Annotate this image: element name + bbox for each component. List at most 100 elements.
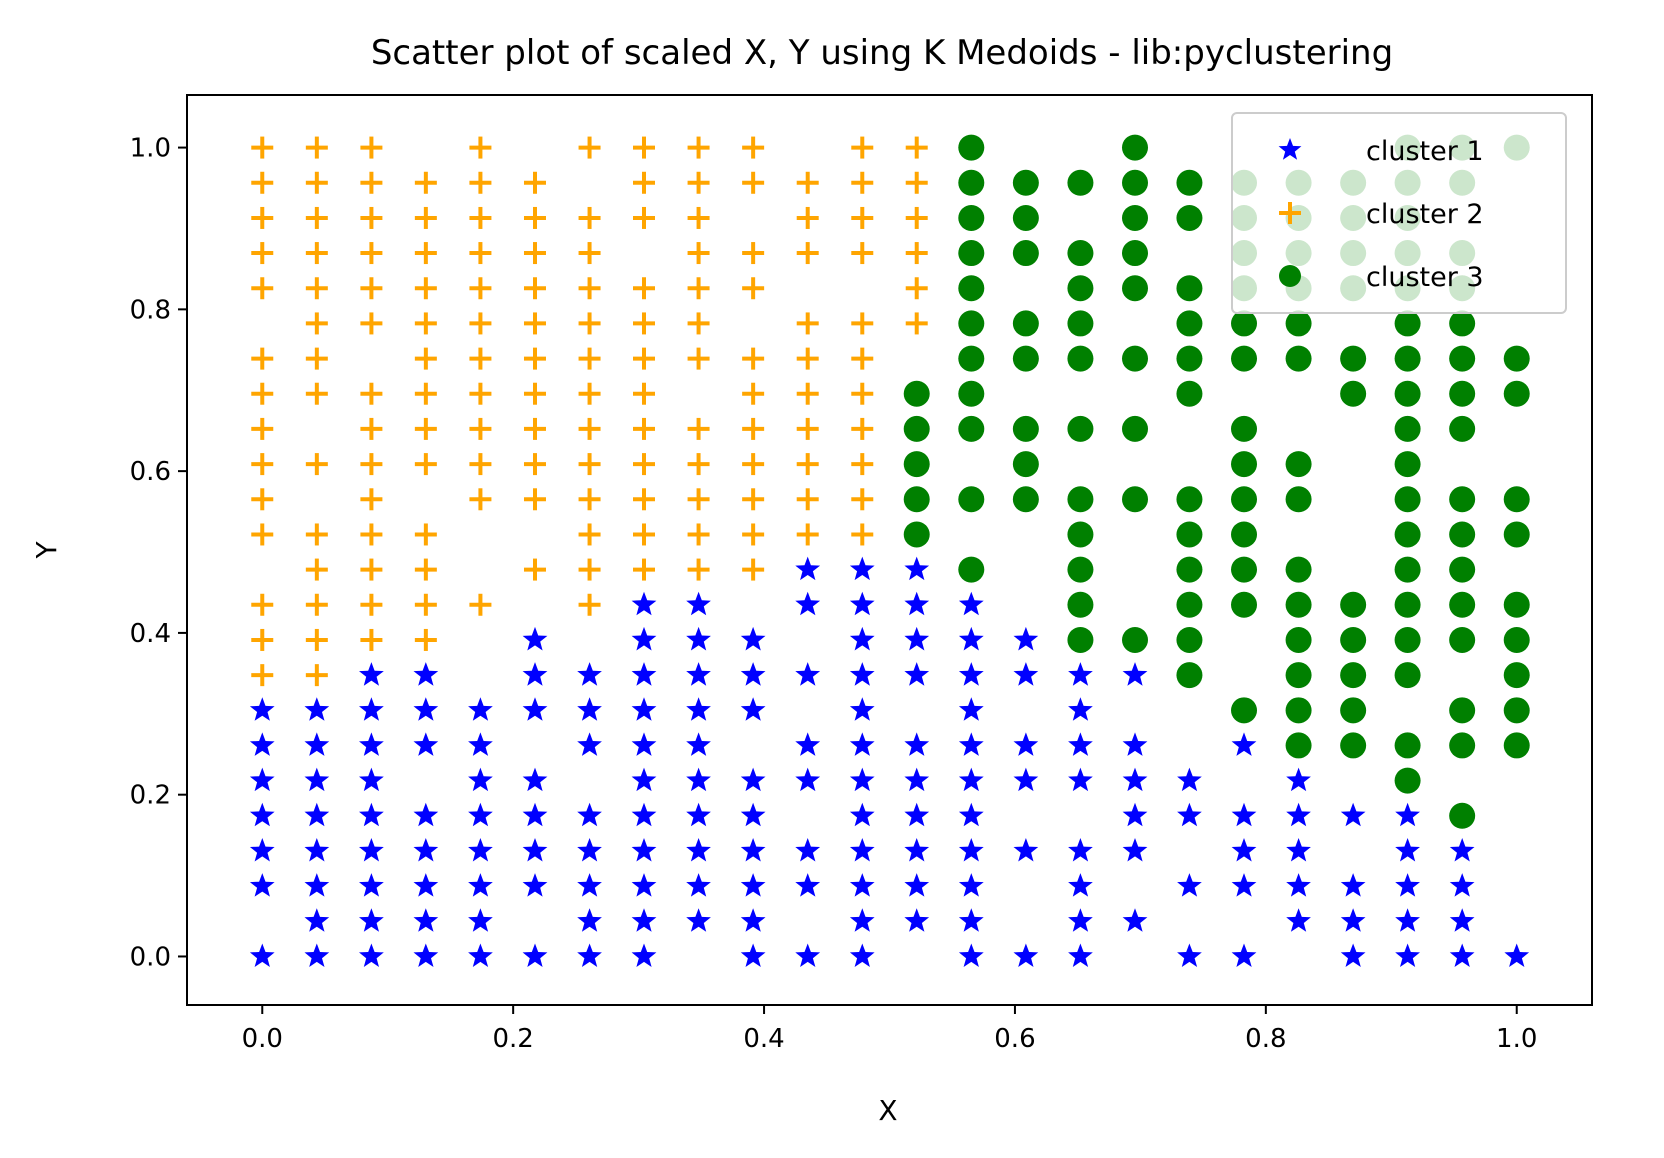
cluster-1-point [1122,662,1148,686]
cluster-2-point [578,277,601,300]
cluster-3-point [1503,380,1530,407]
cluster-1-point [577,838,602,862]
cluster-3-point [1394,451,1421,478]
cluster-3-point [1340,380,1367,407]
cluster-1-point [522,767,548,792]
cluster-1-point [1013,732,1039,756]
cluster-3-point [1449,310,1476,337]
cluster-3-point [1503,662,1530,689]
cluster-1-point [1177,802,1202,827]
cluster-2-point [523,277,546,300]
cluster-2-point [523,347,546,370]
cluster-3-point [1121,134,1148,161]
cluster-2-point [633,488,656,511]
cluster-2-point [796,312,819,335]
cluster-2-point [469,347,492,370]
cluster-2-point [905,206,928,229]
cluster-3-point [903,451,930,478]
cluster-3-point [1231,451,1258,478]
cluster-1-point [1068,908,1093,932]
cluster-2-point [633,206,656,229]
cluster-1-point [958,802,984,827]
cluster-1-point [1177,767,1202,792]
cluster-2-point [414,593,437,616]
cluster-3-point [1176,169,1203,196]
cluster-2-point [414,453,437,476]
cluster-3-point [1449,697,1476,724]
cluster-2-point [251,453,274,476]
cluster-1-point [1340,873,1366,897]
cluster-1-point [904,591,930,616]
cluster-1-point [1122,802,1148,827]
cluster-1-point [631,767,657,792]
cluster-1-point [249,838,275,862]
cluster-1-point [304,908,330,932]
cluster-1-point [849,662,875,686]
y-tick-label: 0.0 [130,942,171,972]
cluster-1-point [849,943,875,967]
cluster-1-point [413,662,439,686]
cluster-2-point [360,242,383,265]
cluster-2-point [578,488,601,511]
cluster-3-point [1121,415,1148,442]
cluster-1-point [1340,943,1366,967]
cluster-1-point [359,732,384,756]
cluster-2-point [796,523,819,546]
cluster-1-point [1068,838,1093,862]
cluster-2-point [742,417,765,440]
cluster-1-point [522,626,548,651]
cluster-2-point [905,171,928,194]
cluster-2-point [905,312,928,335]
cluster-2-point [523,242,546,265]
cluster-1-point [468,732,493,756]
cluster-1-point [795,732,821,756]
cluster-1-point [904,732,930,756]
cluster-3-point [1176,556,1203,583]
cluster-1-point [795,838,821,862]
cluster-2-point [523,312,546,335]
cluster-2-point [469,312,492,335]
cluster-3-point [1285,591,1312,618]
cluster-1-point [1068,767,1093,792]
cluster-3-point [1394,415,1421,442]
cluster-3-point [1067,169,1094,196]
cluster-3-point [1176,521,1203,548]
x-tick-label: 0.2 [492,1024,533,1054]
cluster-1-point [686,767,711,792]
cluster-1-point [1068,732,1093,756]
cluster-2-point [523,558,546,581]
cluster-2-point [687,347,710,370]
cluster-3-point [1231,591,1258,618]
cluster-3-point [1067,345,1094,372]
cluster-3-point [1012,345,1039,372]
cluster-2-point [742,136,765,159]
cluster-1-point [958,662,984,686]
cluster-1-point [468,838,493,862]
cluster-3-point [958,486,985,513]
cluster-1-point [631,662,657,686]
cluster-1-point [413,838,439,862]
cluster-2-point [578,417,601,440]
cluster-3-point [1231,345,1258,372]
cluster-1-point [1068,943,1093,967]
cluster-1-point [577,662,602,686]
cluster-1-point [577,873,602,897]
cluster-3-point [1394,345,1421,372]
cluster-3-point [1449,345,1476,372]
cluster-1-point [304,873,330,897]
cluster-3-point [1067,415,1094,442]
cluster-3-point [1176,591,1203,618]
cluster-2-point [414,417,437,440]
cluster-2-point [251,382,274,405]
cluster-1-point [577,697,602,721]
cluster-1-point [686,662,711,686]
cluster-1-point [1286,802,1311,827]
cluster-1-point [795,767,821,792]
cluster-1-point [1013,767,1039,792]
cluster-1-point [249,697,275,721]
cluster-2-point [851,453,874,476]
cluster-1-point [1286,873,1311,897]
cluster-2-point [360,136,383,159]
cluster-3-point [1285,732,1312,759]
cluster-1-point [1231,943,1257,967]
